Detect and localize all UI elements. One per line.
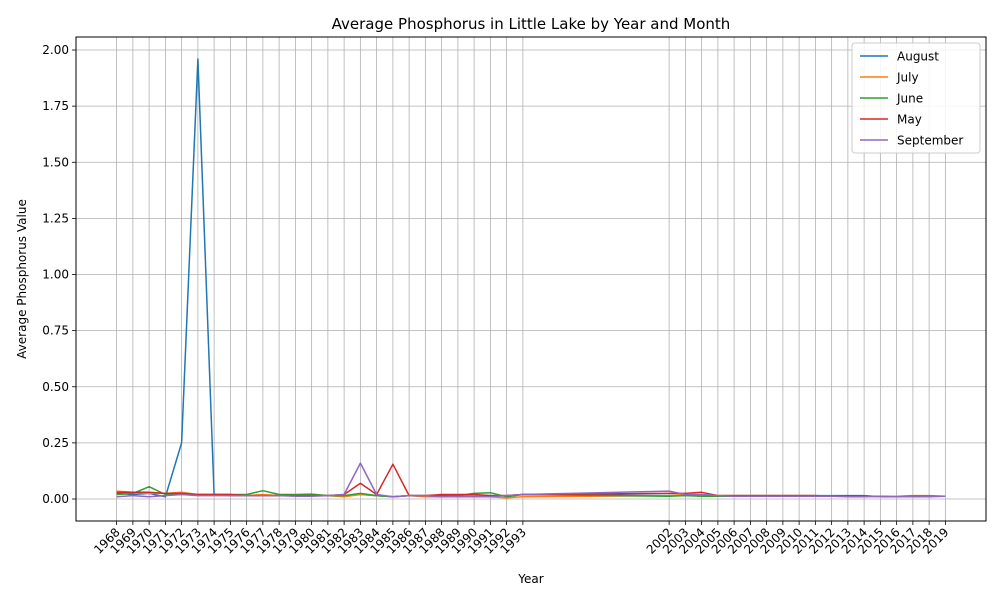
legend-label: August xyxy=(897,50,939,64)
y-tick-label: 0.00 xyxy=(42,492,69,506)
x-axis-label: Year xyxy=(517,572,543,586)
x-axis: 1968196919701971197219731974197519761977… xyxy=(91,521,951,557)
series-line-september xyxy=(116,462,946,498)
y-tick-label: 0.75 xyxy=(42,324,69,338)
legend-box xyxy=(851,42,981,154)
plot-frame xyxy=(75,36,987,522)
y-tick-label: 1.75 xyxy=(42,99,69,113)
legend-label: September xyxy=(897,134,963,148)
y-tick-label: 0.25 xyxy=(42,436,69,450)
legend: August July June May September xyxy=(851,42,981,154)
chart-title: Average Phosphorus in Little Lake by Yea… xyxy=(332,15,731,33)
plot-area-background xyxy=(76,37,986,521)
legend-label: May xyxy=(897,113,922,127)
y-axis: 0.00 0.25 0.50 0.75 1.00 1.25 1.50 1.75 2.00 xyxy=(42,43,76,506)
y-tick-label: 0.50 xyxy=(42,380,69,394)
y-tick-label: 1.00 xyxy=(42,268,69,282)
y-axis-label: Average Phosphorus Value xyxy=(15,199,29,359)
legend-label: July xyxy=(896,71,919,85)
grid-lines xyxy=(76,37,986,521)
y-tick-label: 1.25 xyxy=(42,211,69,225)
y-tick-label: 1.50 xyxy=(42,155,69,169)
series-lines xyxy=(116,58,946,499)
legend-label: June xyxy=(896,92,923,106)
y-tick-label: 2.00 xyxy=(42,43,69,57)
